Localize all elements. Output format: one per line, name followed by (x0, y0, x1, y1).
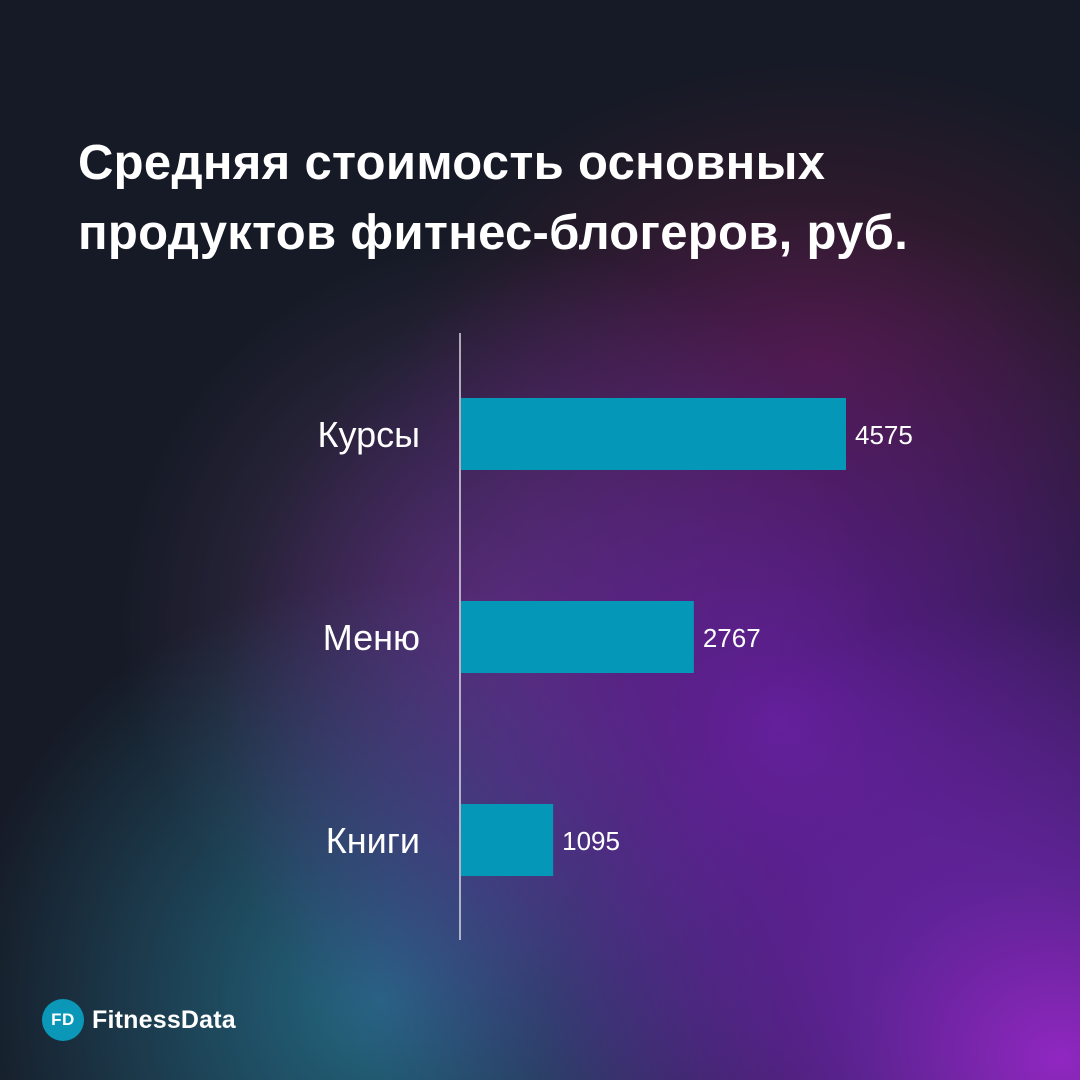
value-label-1: 2767 (703, 623, 761, 653)
brand-logo: FD FitnessData (42, 999, 236, 1041)
brand-name: FitnessData (92, 1005, 236, 1034)
value-label-0: 4575 (855, 420, 913, 450)
labels-layer: Курсы 4575 Меню 2767 Книги 1095 (318, 414, 913, 861)
chart-title: Средняя стоимость основных продуктов фит… (78, 128, 1038, 268)
category-label-0: Курсы (318, 414, 420, 455)
category-label-1: Меню (323, 617, 420, 658)
category-label-2: Книги (326, 820, 420, 861)
brand-badge: FD (42, 999, 84, 1041)
value-label-2: 1095 (562, 826, 620, 856)
bar-2 (461, 804, 554, 876)
bar-1 (461, 601, 694, 673)
bar-0 (461, 398, 846, 470)
title-line-1: Средняя стоимость основных (78, 136, 826, 190)
title-line-2: продуктов фитнес-блогеров, руб. (78, 206, 909, 260)
bars-layer (461, 398, 846, 876)
